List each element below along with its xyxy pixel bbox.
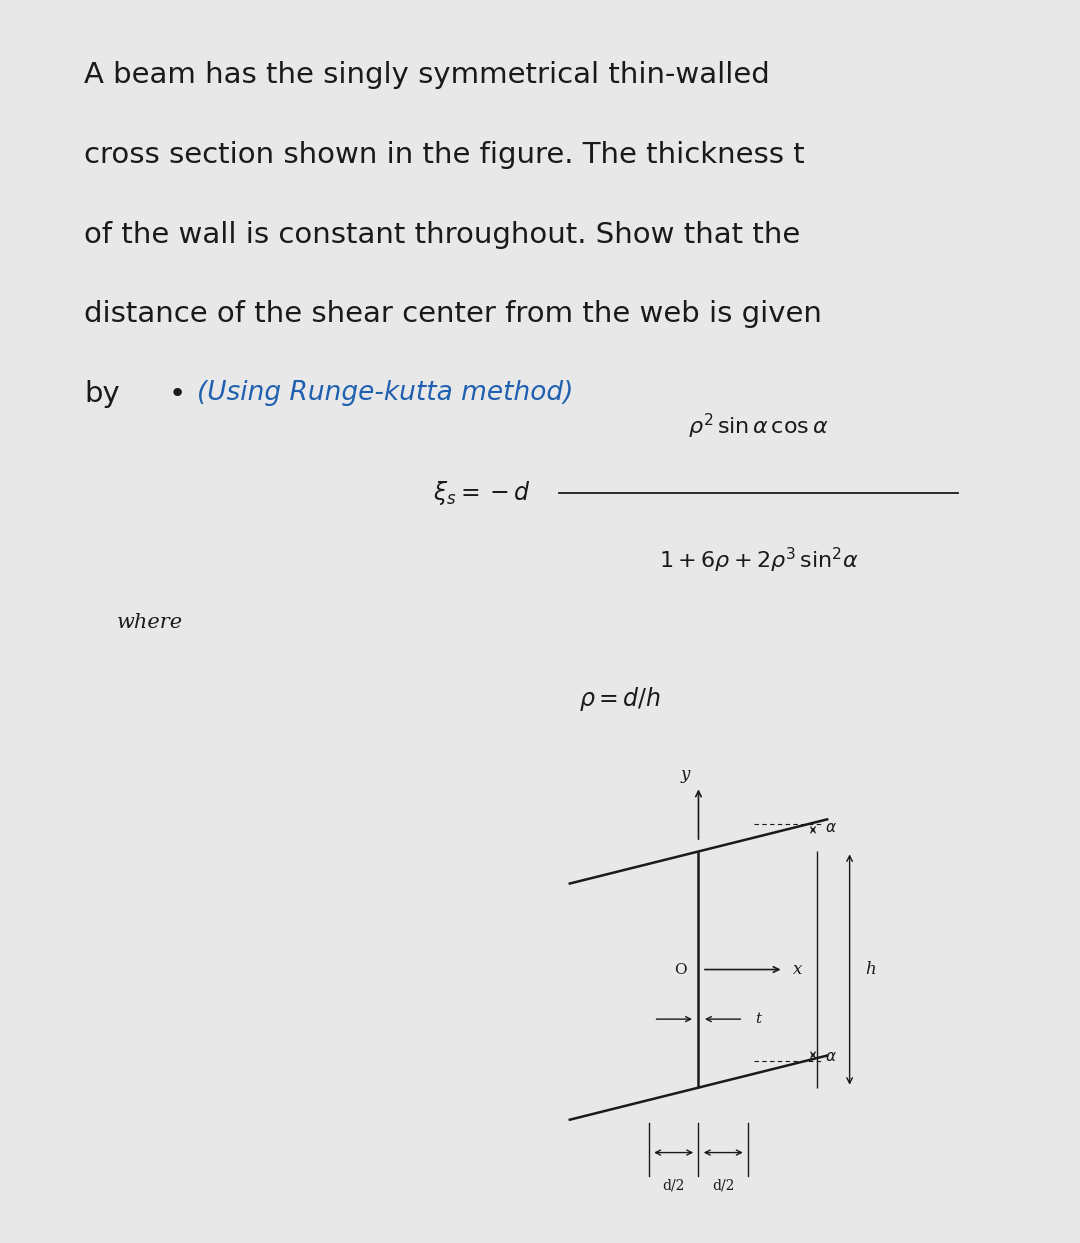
Text: cross section shown in the figure. The thickness t: cross section shown in the figure. The t… — [84, 140, 805, 169]
Text: t: t — [755, 1012, 761, 1027]
Text: distance of the shear center from the web is given: distance of the shear center from the we… — [84, 301, 822, 328]
Text: O: O — [674, 962, 687, 977]
Text: $\rho^2\,\sin\alpha\,\cos\alpha$: $\rho^2\,\sin\alpha\,\cos\alpha$ — [688, 411, 828, 440]
Text: of the wall is constant throughout. Show that the: of the wall is constant throughout. Show… — [84, 221, 800, 249]
Text: $\xi_s = -d$: $\xi_s = -d$ — [433, 480, 530, 507]
Text: y: y — [680, 766, 690, 783]
Text: where: where — [117, 613, 184, 633]
Text: $1 + 6\rho + 2\rho^3\,\sin^2\!\alpha$: $1 + 6\rho + 2\rho^3\,\sin^2\!\alpha$ — [659, 546, 859, 576]
Text: $\alpha$: $\alpha$ — [825, 822, 837, 835]
Text: h: h — [865, 961, 876, 978]
Text: $\rho = d/h$: $\rho = d/h$ — [579, 685, 661, 713]
Text: (Using Runge-kutta method): (Using Runge-kutta method) — [197, 380, 573, 406]
Text: by: by — [84, 380, 120, 408]
Text: $\alpha$: $\alpha$ — [825, 1050, 837, 1064]
Text: x: x — [793, 961, 802, 978]
Text: d/2: d/2 — [712, 1178, 734, 1192]
Text: •: • — [168, 380, 186, 408]
Text: d/2: d/2 — [662, 1178, 685, 1192]
Text: A beam has the singly symmetrical thin-walled: A beam has the singly symmetrical thin-w… — [84, 61, 770, 89]
